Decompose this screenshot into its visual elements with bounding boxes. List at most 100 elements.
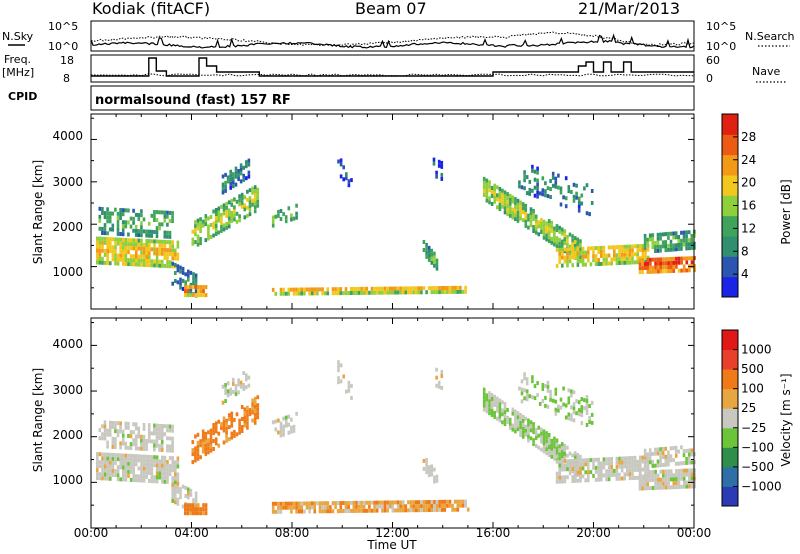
data-cell xyxy=(590,201,594,205)
data-cell xyxy=(234,388,238,393)
data-cell xyxy=(440,503,444,508)
data-cell xyxy=(132,470,135,475)
data-cell xyxy=(234,182,238,187)
data-cell xyxy=(514,413,517,418)
data-cell xyxy=(574,247,577,252)
data-cell xyxy=(238,214,241,219)
data-cell xyxy=(583,406,586,411)
data-cell xyxy=(422,466,426,471)
data-cell xyxy=(168,210,172,215)
data-cell xyxy=(459,289,462,294)
data-cell xyxy=(227,437,231,442)
data-cell xyxy=(549,393,552,398)
data-cell xyxy=(114,437,117,442)
data-cell xyxy=(516,198,520,203)
data-cell xyxy=(155,431,159,436)
data-cell xyxy=(613,472,616,477)
data-cell xyxy=(318,509,322,514)
data-cell xyxy=(555,236,559,241)
data-cell xyxy=(101,260,104,265)
data-cell xyxy=(693,256,696,261)
data-cell xyxy=(628,468,632,473)
data-cell xyxy=(501,196,504,201)
data-cell xyxy=(626,460,629,465)
data-cell xyxy=(134,434,138,439)
data-cell xyxy=(279,425,283,430)
data-cell xyxy=(189,282,193,287)
data-cell xyxy=(654,469,657,474)
data-cell xyxy=(659,463,662,468)
data-cell xyxy=(579,250,582,255)
data-cell xyxy=(248,188,252,193)
data-cell xyxy=(189,492,193,497)
velocity-colorbar-label: Velocity [m s⁻¹] xyxy=(779,373,793,466)
data-cell xyxy=(493,195,496,200)
data-cell xyxy=(129,461,133,466)
data-cell xyxy=(158,443,161,448)
data-cell xyxy=(576,462,580,467)
data-cell xyxy=(282,505,285,510)
data-cell xyxy=(433,251,436,256)
data-cell xyxy=(235,211,239,216)
data-cell xyxy=(566,255,569,260)
data-cell xyxy=(404,290,408,295)
data-cell xyxy=(166,428,169,433)
data-cell xyxy=(572,402,576,407)
data-cell xyxy=(375,500,379,505)
data-cell xyxy=(336,291,340,296)
data-cell xyxy=(199,241,202,246)
data-cell xyxy=(214,224,218,228)
data-cell xyxy=(618,257,621,261)
data-cell xyxy=(680,468,683,473)
data-cell xyxy=(174,500,177,505)
data-cell xyxy=(140,434,143,439)
data-cell xyxy=(124,250,128,254)
data-cell xyxy=(508,201,512,206)
data-cell xyxy=(482,407,486,412)
data-cell xyxy=(114,261,117,266)
data-cell xyxy=(192,498,195,503)
data-cell xyxy=(482,387,486,392)
data-cell xyxy=(229,169,232,174)
data-cell xyxy=(567,412,571,417)
data-cell xyxy=(197,285,200,290)
data-cell xyxy=(438,499,441,504)
data-cell xyxy=(511,195,515,200)
data-cell xyxy=(501,408,504,413)
data-cell xyxy=(132,438,135,443)
data-cell xyxy=(633,260,637,265)
data-cell xyxy=(407,286,410,291)
data-cell xyxy=(150,263,154,268)
data-cell xyxy=(230,415,234,420)
data-cell xyxy=(508,205,512,210)
data-cell xyxy=(573,455,577,460)
data-cell xyxy=(575,183,578,188)
data-cell xyxy=(538,191,542,196)
data-cell xyxy=(287,501,291,506)
data-cell xyxy=(576,258,580,263)
data-cell xyxy=(207,232,210,237)
data-cell xyxy=(227,425,231,430)
data-cell xyxy=(155,427,159,432)
data-cell xyxy=(540,230,543,234)
data-cell xyxy=(222,416,226,421)
data-cell xyxy=(238,198,241,203)
data-cell xyxy=(566,459,569,464)
data-cell xyxy=(310,287,314,292)
data-cell xyxy=(538,402,542,406)
data-cell xyxy=(519,433,522,437)
data-cell xyxy=(571,263,574,268)
data-cell xyxy=(209,428,213,433)
data-cell xyxy=(191,293,195,298)
data-cell xyxy=(101,227,104,231)
data-cell xyxy=(106,231,109,236)
colorbar-tick-label: 500 xyxy=(741,362,764,376)
data-cell xyxy=(237,382,240,387)
data-cell xyxy=(191,237,195,242)
data-cell xyxy=(101,468,104,473)
data-cell xyxy=(189,507,192,512)
data-cell xyxy=(628,464,632,469)
data-cell xyxy=(111,460,115,465)
data-cell xyxy=(365,290,369,295)
data-cell xyxy=(147,233,151,238)
